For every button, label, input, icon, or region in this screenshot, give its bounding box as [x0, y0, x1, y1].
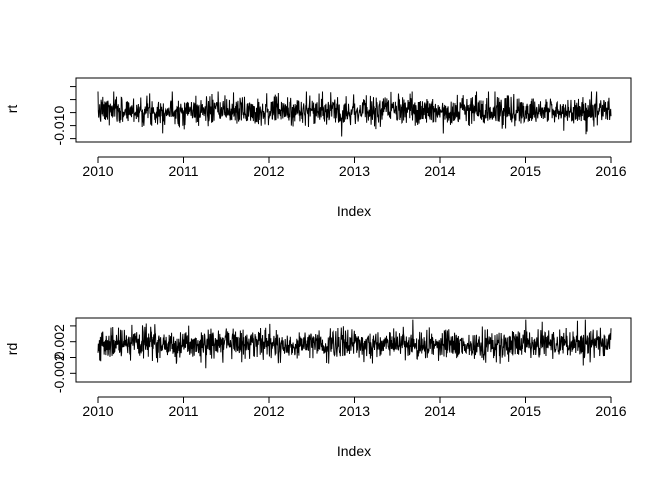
- x-tick-label-rd-4: 2014: [424, 403, 455, 419]
- x-axis-title-rd: Index: [337, 443, 371, 459]
- y-tick-label-rt-0: -0.010: [51, 106, 67, 146]
- panel-rt: Index rt -0.010 2010 2011 2012 2013 2014 2015 2…: [4, 77, 632, 219]
- x-tick-label-rd-6: 2016: [595, 403, 626, 419]
- series-line-rd-0: [97, 319, 612, 369]
- x-tick-label-rd-0: 2010: [82, 403, 113, 419]
- x-tick-label-rd-5: 2015: [510, 403, 541, 419]
- x-tick-label-rt-1: 2011: [168, 163, 198, 179]
- x-tick-label-rt-4: 2014: [424, 163, 455, 179]
- x-tick-label-rd-1: 2011: [168, 403, 198, 419]
- y-tick-label-rd-0: -0.002: [51, 353, 67, 393]
- y-axis-title-rd: rd: [4, 343, 20, 355]
- y-tick-label-rd-1: 0.002: [51, 324, 67, 359]
- series-line-rt-0: [97, 91, 612, 137]
- y-axis-title-rt: rt: [4, 105, 20, 114]
- x-axis-title-rt: Index: [337, 203, 371, 219]
- x-tick-label-rt-0: 2010: [82, 163, 113, 179]
- x-tick-label-rt-5: 2015: [510, 163, 541, 179]
- x-tick-label-rt-2: 2012: [253, 163, 284, 179]
- x-tick-label-rd-2: 2012: [253, 403, 284, 419]
- x-tick-label-rt-6: 2016: [595, 163, 626, 179]
- x-tick-label-rd-3: 2013: [339, 403, 370, 419]
- x-tick-label-rt-3: 2013: [339, 163, 370, 179]
